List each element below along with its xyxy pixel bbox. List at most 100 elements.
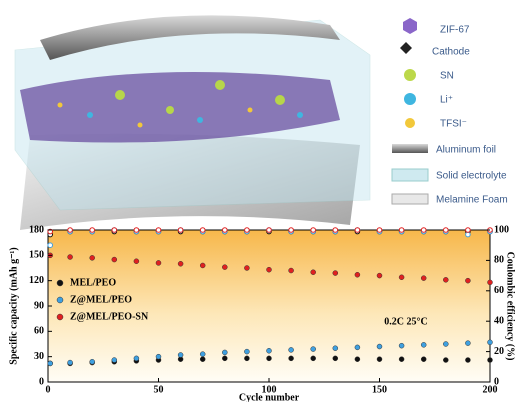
capacity-point (398, 342, 405, 349)
ce-point (133, 227, 140, 233)
x-tick-label: 100 (262, 384, 277, 395)
capacity-point (199, 262, 206, 269)
capacity-point (420, 342, 427, 348)
legend-label: Li⁺ (440, 95, 453, 106)
ce-point (443, 227, 449, 233)
ce-point (332, 227, 339, 233)
capacity-point (443, 341, 449, 347)
capacity-point (222, 264, 228, 270)
y-tick-label: 90 (34, 300, 44, 311)
ce-point (67, 227, 73, 233)
capacity-point (376, 343, 383, 350)
capacity-point (155, 260, 162, 266)
ce-point (354, 227, 361, 233)
ce-point (199, 227, 206, 233)
y2-tick-label: 60 (494, 285, 504, 296)
capacity-point (244, 355, 250, 362)
capacity-point (487, 357, 493, 363)
ce-point (376, 227, 383, 233)
ce-point (465, 227, 471, 233)
capacity-point (199, 356, 206, 362)
ce-point (465, 231, 471, 238)
capacity-point (465, 357, 471, 363)
capacity-point (310, 269, 316, 275)
legend-label: Z@MEL/PEO (70, 294, 132, 305)
capacity-point (47, 360, 53, 367)
capacity-point (332, 345, 339, 351)
y-tick-label: 30 (34, 351, 44, 362)
capacity-point (222, 349, 228, 356)
capacity-point (177, 261, 184, 267)
capacity-point (266, 348, 272, 354)
capacity-point (443, 357, 449, 363)
battery-illustration (14, 15, 371, 230)
x-tick-label: 200 (483, 384, 498, 395)
capacity-point (465, 340, 471, 346)
ce-point (310, 227, 317, 233)
ce-point (222, 227, 228, 233)
capacity-point (222, 355, 228, 362)
ce-point (177, 227, 184, 233)
capacity-point (354, 272, 361, 278)
capacity-point (199, 351, 206, 357)
annotation: 0.2C 25°C (384, 316, 427, 327)
capacity-point (398, 356, 405, 362)
y2-tick-label: 40 (494, 315, 504, 326)
legend-label: MEL/PEO (70, 277, 116, 288)
x-tick-label: 0 (46, 384, 51, 395)
capacity-point (111, 256, 118, 263)
capacity-point (420, 275, 427, 281)
ce-point (420, 227, 427, 233)
ce-point (111, 227, 118, 233)
capacity-point (398, 274, 405, 281)
capacity-point (420, 356, 427, 362)
capacity-point (332, 355, 339, 362)
capacity-point (133, 258, 140, 264)
legend-marker (56, 296, 64, 304)
capacity-point (332, 270, 339, 276)
y2-tick-label: 0 (494, 376, 499, 387)
capacity-point (487, 279, 493, 286)
capacity-point (89, 255, 95, 261)
ce-point (89, 227, 95, 233)
x-tick-label: 150 (372, 384, 387, 395)
legend-label: Solid electrolyte (436, 171, 507, 182)
illustration-legend: ZIF-67 Cathode SN Li⁺ TFSI⁻ Aluminum foi… (391, 18, 508, 206)
capacity-point (177, 352, 184, 358)
capacity-point (310, 355, 316, 362)
capacity-point (443, 277, 449, 283)
capacity-point (288, 267, 294, 274)
capacity-point (288, 347, 294, 353)
y2-tick-label: 100 (494, 224, 509, 235)
capacity-point (111, 357, 118, 363)
x-axis-title: Cycle number (239, 392, 300, 402)
y-tick-label: 0 (39, 376, 44, 387)
y2-tick-label: 80 (494, 255, 504, 266)
capacity-point (288, 355, 294, 362)
capacity-point (487, 339, 493, 346)
capacity-point (89, 358, 95, 365)
y-tick-label: 180 (29, 224, 44, 235)
capacity-point (465, 277, 471, 284)
legend-label: Aluminum foil (436, 145, 496, 156)
capacity-point (244, 265, 250, 271)
capacity-point (67, 359, 73, 366)
ce-point (398, 227, 405, 233)
y-axis-title: Specific capacity (mAh g⁻¹) (8, 247, 19, 364)
capacity-point (67, 254, 73, 260)
y2-axis-title: Coulombic efficiency (%) (505, 252, 516, 361)
y-tick-label: 60 (34, 326, 44, 337)
capacity-point (155, 353, 162, 360)
legend-marker (56, 313, 64, 321)
capacity-point (354, 356, 361, 362)
capacity-point (354, 344, 361, 351)
legend-label: TFSI⁻ (440, 119, 467, 130)
capacity-point (310, 346, 316, 352)
legend-label: ZIF-67 (440, 25, 470, 36)
ce-point (288, 227, 294, 233)
ce-point (47, 242, 54, 248)
legend-label: Cathode (432, 47, 470, 58)
y-tick-label: 120 (29, 275, 44, 286)
capacity-point (266, 355, 272, 362)
